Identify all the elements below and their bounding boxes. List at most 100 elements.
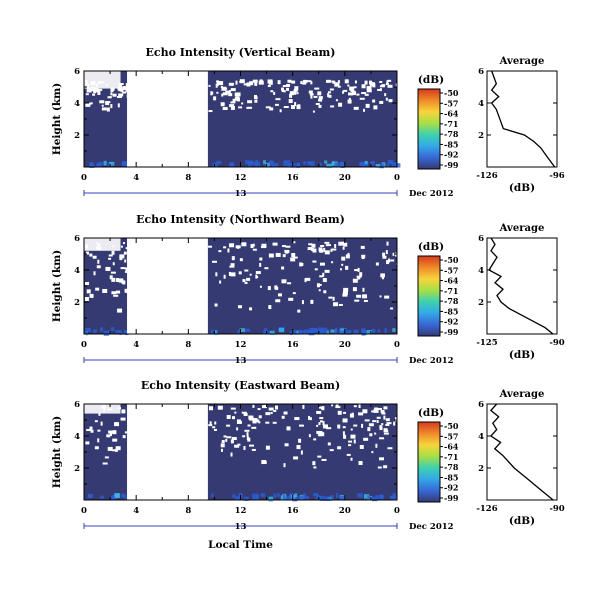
y-tick-label: 6	[74, 67, 80, 77]
x-tick-label: 4	[133, 340, 139, 350]
average-y-tick-label: 4	[478, 266, 484, 276]
average-frame	[486, 403, 558, 501]
colorbar-tick-label: -99	[444, 327, 459, 337]
average-y-tick-label: 2	[478, 464, 484, 474]
colorbar-tick-label: -64	[444, 276, 459, 286]
average-title: Average	[499, 223, 545, 234]
colorbar-tick-label: -85	[444, 139, 458, 149]
y-tick-label: 4	[74, 99, 80, 109]
noise-patch	[84, 71, 121, 89]
average-x-label: (dB)	[509, 515, 535, 527]
data-gap	[127, 238, 208, 334]
x-tick-label: 8	[185, 340, 191, 350]
average-profile-line	[490, 70, 556, 168]
month-label: Dec 2012	[409, 356, 454, 366]
x-tick-label: 0	[81, 340, 87, 350]
day-label: 13	[235, 356, 247, 366]
average-y-tick-label: 2	[478, 131, 484, 141]
day-label: 13	[235, 189, 247, 199]
x-tick-label: 0	[394, 506, 400, 516]
colorbar-tick-label: -50	[444, 255, 459, 265]
noise-patch	[84, 238, 121, 251]
y-tick-label: 2	[74, 131, 80, 141]
y-tick-label: 4	[74, 432, 80, 442]
average-y-tick-label: 6	[478, 234, 484, 244]
average-x-tick-label: -96	[549, 171, 564, 181]
colorbar-tick-label: -57	[444, 265, 458, 275]
average-x-tick-label: -126	[476, 171, 497, 181]
data-gap	[127, 71, 208, 167]
x-axis-label: Local Time	[208, 539, 273, 551]
colorbar-tick-label: -78	[444, 296, 459, 306]
colorbar-tick-label: -50	[444, 421, 459, 431]
colorbar-tick-label: -64	[444, 109, 459, 119]
x-tick-label: 16	[287, 506, 299, 516]
colorbar	[417, 421, 441, 503]
colorbar-tick-label: -85	[444, 472, 458, 482]
colorbar-tick-label: -78	[444, 129, 459, 139]
average-x-label: (dB)	[509, 349, 535, 361]
x-tick-label: 20	[339, 506, 351, 516]
x-tick-label: 12	[235, 340, 247, 350]
y-axis-label: Height (km)	[51, 416, 63, 488]
colorbar	[417, 88, 441, 170]
colorbar-tick-label: -92	[444, 483, 458, 493]
colorbar-tick-label: -64	[444, 442, 459, 452]
x-tick-label: 4	[133, 506, 139, 516]
average-profile-line	[489, 403, 554, 501]
x-tick-label: 12	[235, 506, 247, 516]
colorbar-tick-label: -50	[444, 88, 459, 98]
average-x-tick-label: -125	[476, 338, 497, 348]
panel-title: Echo Intensity (Eastward Beam)	[141, 379, 340, 392]
y-tick-label: 2	[74, 464, 80, 474]
colorbar-tick-label: -85	[444, 306, 458, 316]
average-y-tick-label: 2	[478, 298, 484, 308]
noise-speckles	[84, 241, 401, 313]
x-tick-label: 20	[339, 340, 351, 350]
colorbar-unit: (dB)	[418, 241, 444, 253]
colorbar	[417, 255, 441, 337]
colorbar-tick-label: -71	[444, 119, 458, 129]
average-x-tick-label: -90	[549, 338, 564, 348]
average-y-tick-label: 6	[478, 67, 484, 77]
y-tick-label: 6	[74, 234, 80, 244]
y-tick-label: 2	[74, 298, 80, 308]
x-tick-label: 4	[133, 173, 139, 183]
average-title: Average	[499, 389, 545, 400]
x-tick-label: 16	[287, 173, 299, 183]
colorbar-tick-label: -92	[444, 150, 458, 160]
x-tick-label: 20	[339, 173, 351, 183]
average-x-tick-label: -126	[476, 504, 497, 514]
noise-speckles	[85, 404, 400, 469]
x-tick-label: 16	[287, 340, 299, 350]
colorbar-tick-label: -78	[444, 462, 459, 472]
x-tick-label: 12	[235, 173, 247, 183]
y-axis-label: Height (km)	[51, 250, 63, 322]
month-label: Dec 2012	[409, 522, 454, 532]
y-tick-label: 4	[74, 266, 80, 276]
y-tick-label: 6	[74, 400, 80, 410]
colorbar-tick-label: -99	[444, 160, 459, 170]
average-x-label: (dB)	[509, 182, 535, 194]
colorbar-tick-label: -71	[444, 286, 458, 296]
data-gap	[127, 404, 208, 500]
colorbar-tick-label: -57	[444, 98, 458, 108]
x-tick-label: 0	[81, 506, 87, 516]
average-x-tick-label: -90	[549, 504, 564, 514]
x-tick-label: 8	[185, 506, 191, 516]
colorbar-tick-label: -71	[444, 452, 458, 462]
colorbar-tick-label: -92	[444, 317, 458, 327]
x-tick-label: 8	[185, 173, 191, 183]
average-frame	[486, 70, 558, 168]
colorbar-unit: (dB)	[418, 407, 444, 419]
month-label: Dec 2012	[409, 189, 454, 199]
average-y-tick-label: 4	[478, 432, 484, 442]
x-tick-label: 0	[394, 340, 400, 350]
average-title: Average	[499, 56, 545, 67]
panel-title: Echo Intensity (Northward Beam)	[136, 213, 345, 226]
average-y-tick-label: 6	[478, 400, 484, 410]
day-label: 13	[235, 522, 247, 532]
x-tick-label: 0	[81, 173, 87, 183]
x-tick-label: 0	[394, 173, 400, 183]
